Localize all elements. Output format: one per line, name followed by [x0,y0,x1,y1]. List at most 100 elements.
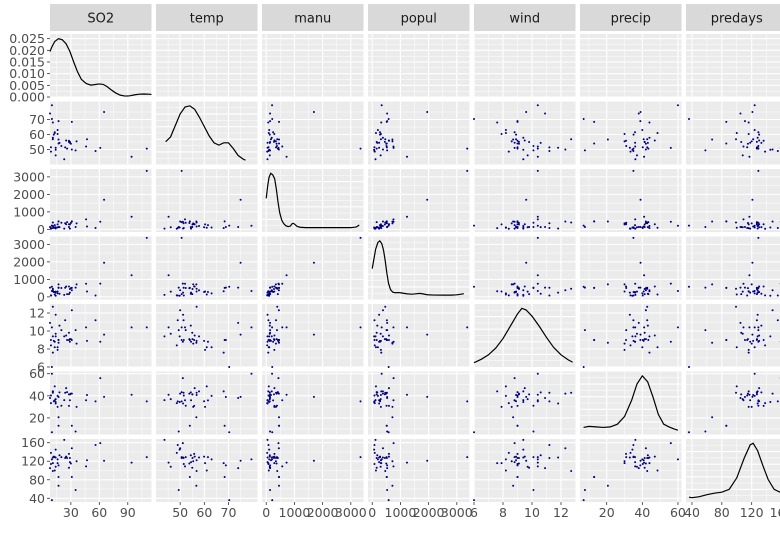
data-point [771,392,774,395]
data-point [381,335,384,338]
data-point [536,218,539,221]
data-point [94,319,97,322]
data-point [539,454,542,457]
data-point [51,391,54,394]
x-tick-label: 40 [634,505,650,520]
data-point [206,399,209,402]
data-point [548,444,551,447]
data-point [195,339,198,342]
data-point [268,454,271,457]
data-point [632,444,635,447]
panel-background [262,236,364,300]
data-point [57,424,60,427]
data-point [268,335,271,338]
column-strip-bg [50,4,152,31]
data-point [653,223,656,226]
data-point [373,319,376,322]
y-tick-label: 0.010 [9,66,45,81]
data-point [387,431,390,434]
data-point [687,431,690,434]
data-point [639,459,642,462]
data-point [570,138,573,141]
data-point [625,221,628,224]
data-point [378,461,381,464]
data-point [278,142,281,145]
data-point [496,121,499,124]
data-point [228,499,231,502]
data-point [625,139,628,142]
data-point [746,146,749,149]
data-point [275,456,278,459]
data-point [635,332,638,335]
data-point [184,218,186,221]
data-point [500,133,503,136]
data-point [178,335,181,338]
data-point [192,222,195,225]
data-point [380,372,383,375]
data-point [49,394,52,397]
data-point [725,424,728,427]
data-point [522,289,525,292]
data-point [769,148,772,151]
data-point [51,335,54,338]
data-point [656,132,659,134]
data-point [182,463,185,466]
data-point [749,141,752,144]
panel-background [368,169,470,232]
data-point [54,448,57,451]
data-point [206,340,209,343]
data-point [387,387,390,390]
data-point [58,454,61,457]
data-point [582,118,585,121]
data-point [376,394,379,397]
data-point [387,339,390,341]
y-tick-label: 0 [37,222,45,237]
data-point [250,458,253,461]
data-point [268,332,271,335]
data-point [278,286,281,289]
data-point [644,148,647,151]
x-tick-label: 160 [770,505,780,520]
data-point [504,292,507,295]
data-point [385,404,388,407]
data-point [376,141,379,144]
data-point [273,348,276,351]
y-tick-label: 70 [29,112,45,127]
data-point [68,399,71,402]
data-point [65,455,68,458]
data-point [735,287,737,290]
data-point [593,142,596,145]
data-point [564,392,567,395]
data-point [374,132,377,134]
data-point [593,120,596,123]
data-point [167,215,170,218]
data-point [58,391,61,394]
data-point [68,456,71,459]
data-point [648,136,651,139]
data-point [381,392,384,395]
x-tick-label: 60 [91,505,107,520]
data-point [205,385,208,388]
data-point [643,274,646,277]
data-point [86,459,88,462]
data-point [637,112,640,115]
data-point [643,466,646,469]
data-point [582,499,585,502]
data-point [653,334,656,337]
data-point [180,456,183,459]
y-tick-label: 8 [37,342,45,357]
data-point [517,142,520,145]
data-point [632,291,635,294]
panel-background [368,304,470,367]
data-point [65,285,68,288]
data-point [629,344,632,347]
data-point [195,341,198,344]
data-point [747,227,750,230]
data-point [188,221,191,224]
data-point [169,332,172,335]
data-point [60,221,63,224]
data-point [750,140,753,143]
data-point [747,348,750,351]
data-point [735,385,738,388]
data-point [515,290,518,293]
